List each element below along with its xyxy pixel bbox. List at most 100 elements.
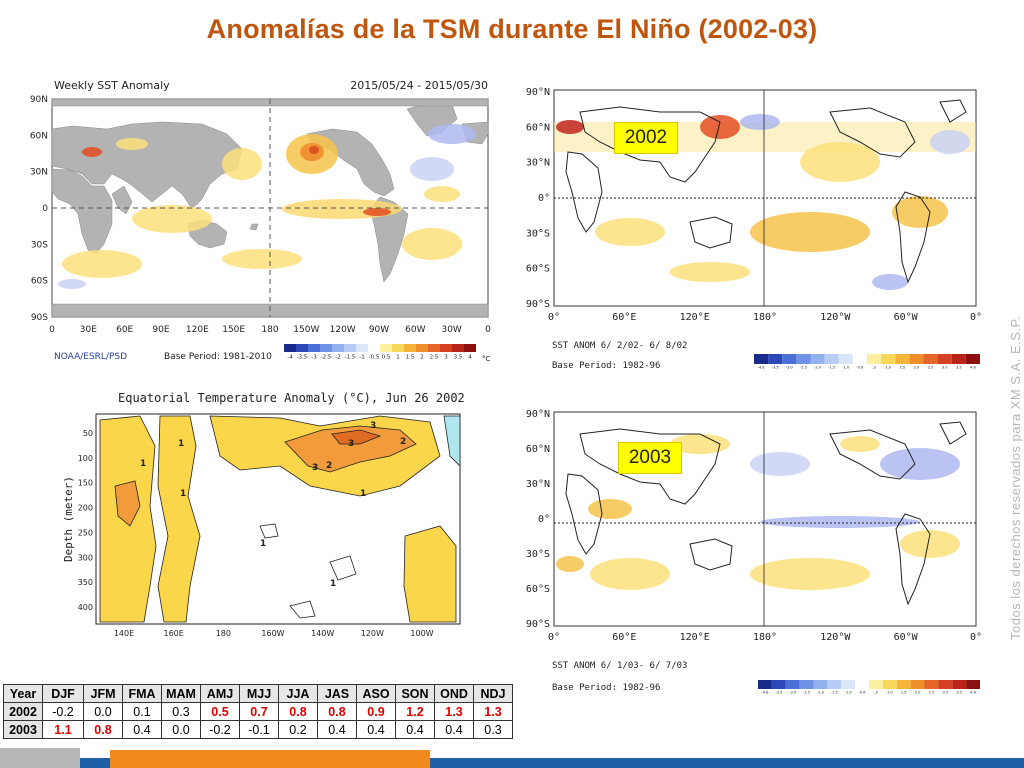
weekly-scale-label: 1	[396, 355, 400, 361]
weekly-scale-label: -2	[335, 355, 340, 361]
m2003-scale-label: .3	[874, 691, 877, 695]
m2002-scale-label: -2.0	[814, 366, 822, 370]
weekly-scale-swatch	[284, 344, 296, 352]
m2003-lon-label: 60°E	[612, 632, 636, 643]
m2003-scale-label: -1.5	[831, 691, 838, 695]
m2002-scale-swatch	[810, 354, 825, 364]
m2002-scale-label: -3.0	[786, 366, 794, 370]
oni-value-cell: 0.1	[122, 702, 162, 721]
m2002-scale-swatch	[824, 354, 839, 364]
m2003-scale-label: 1.0	[887, 691, 893, 695]
contour-label: 2	[326, 461, 332, 471]
oni-table: Year DJF JFM FMA MAM AMJ MJJ JJA JAS ASO SON OND NDJ…	[3, 684, 513, 739]
weekly-scale-swatch	[404, 344, 416, 352]
weekly-lat-label: 60N	[30, 131, 48, 141]
equatorial-depth-tick: 150	[78, 479, 93, 488]
equatorial-depth-tick: 300	[78, 553, 93, 562]
equatorial-depth-tick: 100	[78, 454, 93, 463]
m2002-lat-label: 90°S	[526, 299, 550, 310]
oni-value-cell: 0.4	[395, 720, 435, 739]
m2002-lon-label: 120°W	[820, 312, 851, 323]
weekly-scale-label: -1.5	[345, 355, 356, 361]
m2002-lon-label: 60°E	[612, 312, 636, 323]
weekly-lat-label: 0	[42, 204, 48, 214]
m2003-scale-label: 2.0	[915, 691, 921, 695]
m2002-scale-label: 4.6	[970, 366, 976, 370]
oni-header-cell: JAS	[317, 684, 357, 703]
weekly-scale-swatch	[416, 344, 428, 352]
weekly-scale-swatch	[308, 344, 320, 352]
footer-color-bar	[0, 748, 1024, 768]
m2003-scale-label: 1.5	[901, 691, 907, 695]
m2003-lat-label: 90°N	[526, 409, 550, 420]
sst-map-2003: 90°N 60°N 30°N 0° 30°S 60°S 90°S 0° 60°E 120°E 18…	[510, 404, 984, 696]
weekly-scale-swatch	[344, 344, 356, 352]
weekly-lon-label: 0	[49, 325, 55, 335]
oni-header-cell: DJF	[42, 684, 84, 703]
m2003-scale-swatch	[799, 680, 814, 689]
weekly-scale-swatch	[392, 344, 404, 352]
oni-value-cell: -0.1	[239, 720, 279, 739]
map-2002-caption: SST ANOM 6/ 2/02- 6/ 8/02	[552, 341, 687, 351]
weekly-scale-swatch	[464, 344, 476, 352]
weekly-scale-swatch	[428, 344, 440, 352]
weekly-scale-label: -3.5	[297, 355, 308, 361]
equatorial-lon-tick: 100W	[410, 629, 433, 638]
equatorial-y-axis-label: Depth (meter)	[62, 476, 75, 562]
oni-value-cell: 0.4	[356, 720, 396, 739]
weekly-map-date-range: 2015/05/24 - 2015/05/30	[350, 79, 488, 92]
weekly-scale-label: 3.5	[454, 355, 463, 361]
equatorial-depth-tick: 400	[78, 603, 93, 612]
weekly-lon-label: 30W	[441, 325, 461, 335]
m2002-scale-swatch	[852, 354, 867, 364]
weekly-map-credit: NOAA/ESRL/PSD	[54, 352, 127, 362]
m2003-lat-label: 30°S	[526, 549, 550, 560]
weekly-scale-swatch	[332, 344, 344, 352]
equatorial-temperature-section: Equatorial Temperature Anomaly (°C), Jun…	[60, 386, 468, 640]
m2002-scale-swatch	[768, 354, 783, 364]
weekly-map-unit: °C	[482, 355, 491, 363]
equatorial-depth-tick: 200	[78, 504, 93, 513]
m2002-scale-swatch	[796, 354, 811, 364]
weekly-scale-label: -1	[359, 355, 364, 361]
year-label-2003: 2003	[618, 442, 682, 474]
m2003-lat-label: 90°S	[526, 619, 550, 630]
footer-bar-orange	[110, 750, 430, 768]
m2002-lat-label: 60°S	[526, 264, 550, 275]
oni-value-cell: -0.2	[42, 702, 84, 721]
oni-value-cell: 0.5	[200, 702, 240, 721]
oni-header-cell: NDJ	[473, 684, 513, 703]
m2003-scale-label: -3.0	[789, 691, 797, 695]
m2002-lat-label: 0°	[538, 193, 550, 204]
m2002-scale-label: -1.0	[842, 366, 850, 370]
weekly-lon-label: 120W	[330, 325, 356, 335]
weekly-lon-label: 90W	[369, 325, 389, 335]
m2003-lon-label: 120°E	[680, 632, 710, 643]
oni-value-cell: 0.2	[278, 720, 318, 739]
m2002-scale-swatch	[909, 354, 924, 364]
m2003-scale-swatch	[952, 680, 967, 689]
equatorial-depth-tick: 350	[78, 578, 93, 587]
oni-table-row: 2002 -0.2 0.0 0.1 0.3 0.5 0.7 0.8 0.8 0.9 1.2 1.3 1.…	[3, 702, 513, 721]
contour-label: 1	[180, 489, 186, 499]
weekly-map-base-period: Base Period: 1981-2010	[164, 352, 272, 362]
m2002-lat-label: 30°S	[526, 228, 550, 239]
oni-header-cell: AMJ	[200, 684, 240, 703]
m2002-lon-label: 120°E	[680, 312, 710, 323]
contour-label: 1	[360, 489, 366, 499]
m2003-scale-swatch	[966, 680, 980, 689]
m2002-scale-swatch	[838, 354, 853, 364]
weekly-lon-label: 90E	[152, 325, 169, 335]
copyright-watermark: Todos los derechos reservados para XM S.…	[1008, 315, 1023, 640]
m2003-scale-swatch	[882, 680, 897, 689]
m2003-scale-swatch	[841, 680, 856, 689]
contour-label: 1	[330, 579, 336, 589]
weekly-scale-swatch	[440, 344, 452, 352]
m2002-lat-label: 60°N	[526, 122, 550, 133]
contour-label: 3	[312, 463, 318, 473]
page-title: Anomalías de la TSM durante El Niño (200…	[206, 14, 818, 44]
oni-year-cell: 2003	[3, 720, 43, 739]
m2003-lat-label: 60°S	[526, 584, 550, 595]
m2003-scale-label: -0.6	[859, 691, 867, 695]
oni-header-cell: Year	[3, 684, 43, 703]
